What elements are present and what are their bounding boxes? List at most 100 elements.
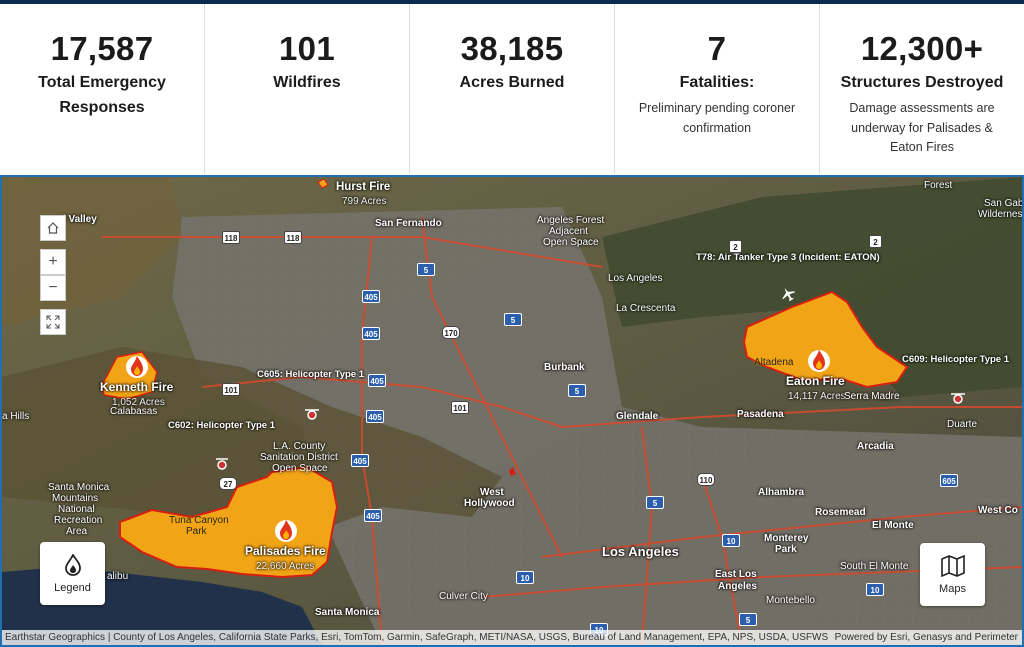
highway-shield: 118 [284, 231, 302, 244]
stat-fatalities: 7 Fatalities: Preliminary pending corone… [615, 4, 820, 174]
palisades-fire-label[interactable]: Palisades Fire [245, 544, 326, 558]
highway-shield: 605 [940, 474, 958, 487]
highway-shield: 405 [366, 410, 384, 423]
place-label: Angeles [718, 581, 757, 592]
place-label: Park [186, 526, 207, 537]
stat-wildfires: 101 Wildfires [205, 4, 410, 174]
highway-shield: 2 [869, 235, 882, 248]
palisades-fire-icon[interactable] [275, 517, 297, 543]
place-label: Altadena [754, 357, 794, 368]
place-label: a Hills [2, 411, 30, 422]
place-label: Santa Monica [315, 607, 380, 618]
wildfire-map[interactable]: Hurst Fire 799 Acres Kenneth Fire 1,052 … [0, 175, 1024, 647]
helicopter-icon[interactable] [950, 391, 966, 407]
place-label: L.A. County [273, 441, 326, 452]
place-label: West Co [978, 505, 1018, 516]
map-attribution: Earthstar Geographics | County of Los An… [2, 630, 1022, 645]
place-label: alibu [107, 571, 129, 582]
highway-shield: 5 [504, 313, 522, 326]
legend-button-label: Legend [54, 581, 91, 594]
place-label: West [480, 487, 504, 498]
stat-label: Structures Destroyed [840, 74, 1004, 91]
attribution-powered-by[interactable]: Powered by Esri, Genasys and Perimeter [834, 632, 1018, 643]
highway-shield: 101 [451, 401, 469, 414]
fullscreen-button[interactable] [40, 309, 66, 335]
c609-helicopter-label[interactable]: C609: Helicopter Type 1 [902, 354, 1010, 365]
eaton-fire-icon[interactable] [808, 347, 830, 373]
eaton-fire-acres: 14,117 Acres [788, 391, 846, 402]
highway-shield: 101 [222, 383, 240, 396]
c602-helicopter-label[interactable]: C602: Helicopter Type 1 [168, 420, 276, 431]
t78-air-tanker-label[interactable]: T78: Air Tanker Type 3 (Incident: EATON) [696, 252, 880, 263]
highway-shield: 27 [219, 477, 237, 490]
highway-shield: 118 [222, 231, 240, 244]
kenneth-fire-icon[interactable] [126, 353, 148, 379]
place-label: Burbank [544, 362, 585, 373]
highway-shield: 170 [442, 326, 460, 339]
place-label: Montebello [766, 595, 815, 606]
helicopter-icon[interactable] [304, 407, 320, 423]
place-label: Alhambra [758, 487, 805, 498]
place-label: Recreation [54, 515, 103, 526]
home-button[interactable] [40, 215, 66, 241]
place-label: Angeles Forest [537, 215, 605, 226]
kenneth-fire-label[interactable]: Kenneth Fire [100, 380, 174, 394]
highway-shield: 5 [739, 613, 757, 626]
place-label: Area [66, 526, 88, 537]
stat-value: 38,185 [460, 30, 564, 67]
place-label: La Crescenta [616, 303, 676, 314]
stats-banner: 17,587 Total Emergency Responses 101 Wil… [0, 4, 1024, 174]
zoom-in-button[interactable]: + [40, 249, 66, 275]
legend-button[interactable]: Legend [40, 542, 105, 605]
place-label: Open Space [543, 237, 599, 248]
place-label: Rosemead [815, 507, 866, 518]
maps-button[interactable]: Maps [920, 543, 985, 606]
place-label: Los Angeles [608, 273, 663, 284]
expand-icon [46, 315, 60, 329]
stat-value: 7 [707, 30, 727, 67]
top-accent-bar [0, 0, 1024, 4]
place-label: Culver City [439, 591, 488, 602]
attribution-sources: Earthstar Geographics | County of Los An… [5, 632, 829, 643]
place-label: Tuna Canyon [169, 515, 229, 526]
highway-shield: 10 [722, 534, 740, 547]
zoom-out-button[interactable]: − [40, 275, 66, 301]
place-label: Hollywood [464, 498, 515, 509]
stat-value: 101 [279, 30, 335, 67]
place-label: Mountains [52, 493, 99, 504]
place-label: Duarte [947, 419, 978, 430]
helicopter-icon[interactable] [215, 456, 229, 474]
place-label-los-angeles: Los Angeles [602, 544, 679, 559]
highway-shield: 5 [417, 263, 435, 276]
hurst-fire-label[interactable]: Hurst Fire [336, 181, 391, 193]
highway-shield: 110 [697, 473, 715, 486]
place-label: El Monte [872, 520, 914, 531]
place-label: mi Valley [54, 214, 97, 225]
stat-note: Preliminary pending coroner confirmation [638, 101, 796, 135]
place-label: Forest [924, 180, 953, 191]
place-label: Serra Madre [844, 391, 900, 402]
stat-label: Total Emergency Responses [38, 74, 166, 116]
c605-helicopter-label[interactable]: C605: Helicopter Type 1 [257, 369, 365, 380]
place-label: Monterey [764, 533, 809, 544]
eaton-fire-label[interactable]: Eaton Fire [786, 374, 845, 388]
map-basemap [2, 177, 1022, 645]
place-label: Sanitation District [260, 452, 338, 463]
place-label: Pasadena [737, 409, 784, 420]
stat-note: Damage assessments are underway for Pali… [849, 101, 995, 154]
map-icon [940, 554, 965, 577]
highway-shield: 5 [646, 496, 664, 509]
place-label: Santa Monica [48, 482, 110, 493]
highway-shield: 10 [516, 571, 534, 584]
kenneth-fire-acres: 1,052 Acres [112, 397, 165, 408]
air-tanker-icon[interactable] [780, 286, 796, 302]
place-label: South El Monte [840, 561, 909, 572]
stat-emergency-responses: 17,587 Total Emergency Responses [0, 4, 205, 174]
stat-value: 17,587 [50, 30, 154, 67]
stat-label: Acres Burned [459, 74, 565, 91]
highway-shield: 5 [568, 384, 586, 397]
place-label: Arcadia [857, 441, 894, 452]
place-label: East Los [715, 569, 757, 580]
place-label: Glendale [616, 411, 659, 422]
place-label: Open Space [272, 463, 328, 474]
